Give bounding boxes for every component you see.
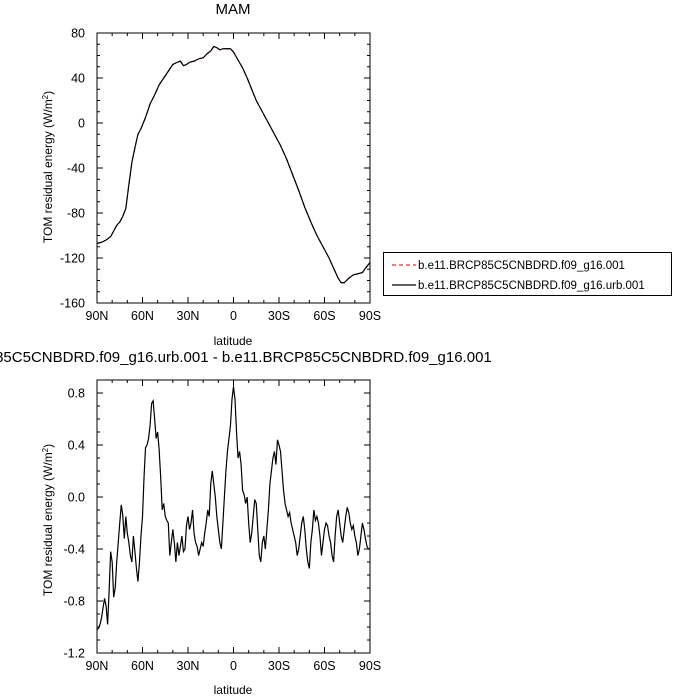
bottom-y-axis-label: TOM residual energy (W/m2) — [41, 444, 56, 596]
x-tick-label: 60N — [131, 659, 154, 673]
y-tick-label: 80 — [71, 27, 85, 41]
difference-line — [96, 386, 370, 631]
y-tick-label: 40 — [71, 72, 85, 86]
y-tick-label: -160 — [60, 297, 85, 311]
y-tick-label: 0.4 — [68, 439, 85, 453]
x-tick-label: 90S — [359, 659, 381, 673]
y-tick-label: -80 — [67, 207, 85, 221]
y-tick-label: 0 — [78, 117, 85, 131]
x-tick-label: 90N — [86, 309, 109, 323]
legend-label-urb: b.e11.BRCP85C5CNBDRD.f09_g16.urb.001 — [418, 280, 645, 292]
top-plot-frame — [96, 32, 371, 304]
x-tick-label: 60N — [131, 309, 154, 323]
y-tick-label: -0.8 — [63, 595, 85, 609]
series-line-baseline — [96, 45, 371, 284]
y-tick-label: 0.0 — [68, 491, 85, 505]
top-x-axis-label: latitude — [214, 334, 253, 348]
y-tick-label: 0.8 — [68, 387, 85, 401]
legend: b.e11.BRCP85C5CNBDRD.f09_g16.001 b.e11.B… — [383, 252, 672, 296]
x-tick-label: 30N — [177, 309, 200, 323]
x-tick-label: 30S — [268, 309, 290, 323]
top-y-axis-label: TOM residual energy (W/m2) — [41, 91, 56, 243]
x-tick-label: 60S — [313, 309, 335, 323]
y-tick-label: -120 — [60, 252, 85, 266]
bottom-chart: CP85C5CNBDRD.f09_g16.urb.001 - b.e11.BRC… — [0, 349, 492, 697]
x-tick-label: 30S — [268, 659, 290, 673]
x-tick-label: 0 — [230, 309, 237, 323]
x-tick-label: 0 — [230, 659, 237, 673]
bottom-x-axis-label: latitude — [214, 683, 253, 697]
y-tick-label: -1.2 — [63, 647, 85, 661]
x-tick-label: 90S — [359, 309, 381, 323]
x-tick-label: 60S — [313, 659, 335, 673]
legend-label-baseline: b.e11.BRCP85C5CNBDRD.f09_g16.001 — [418, 260, 625, 272]
x-tick-label: 30N — [177, 659, 200, 673]
top-chart: MAM 90N 60N 30N 0 30S 60S 90S 80 40 0 -40 -80 -120 -1… — [41, 1, 382, 348]
x-tick-label: 90N — [86, 659, 109, 673]
series-line-urb — [96, 45, 371, 284]
bottom-chart-title: CP85C5CNBDRD.f09_g16.urb.001 - b.e11.BRC… — [0, 349, 492, 366]
y-tick-label: -40 — [67, 162, 85, 176]
top-chart-title: MAM — [216, 1, 251, 18]
y-tick-label: -0.4 — [63, 543, 85, 557]
bottom-plot-frame — [96, 379, 371, 654]
